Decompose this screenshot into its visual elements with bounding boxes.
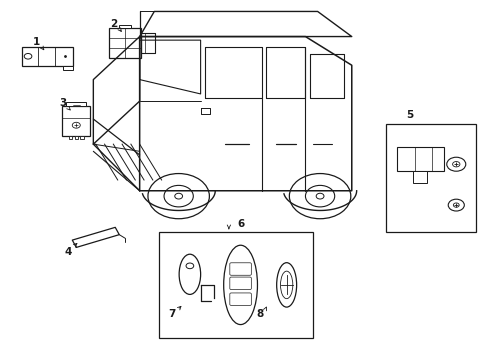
Text: 1: 1: [33, 37, 40, 47]
Text: 8: 8: [256, 310, 263, 319]
Bar: [109, 28, 141, 58]
Ellipse shape: [223, 245, 257, 325]
FancyBboxPatch shape: [229, 293, 251, 305]
Text: 2: 2: [110, 19, 117, 29]
Text: 6: 6: [237, 219, 244, 229]
Ellipse shape: [280, 271, 292, 299]
Bar: [159, 232, 312, 338]
Bar: [63, 66, 73, 70]
Text: 3: 3: [59, 98, 66, 108]
Bar: [22, 47, 73, 66]
Bar: [69, 135, 72, 139]
Text: 5: 5: [405, 111, 412, 121]
Bar: [385, 125, 475, 232]
Bar: [412, 171, 427, 183]
Ellipse shape: [276, 263, 296, 307]
Text: 7: 7: [168, 310, 176, 319]
FancyBboxPatch shape: [229, 277, 251, 289]
Bar: [80, 135, 83, 139]
FancyBboxPatch shape: [229, 263, 251, 275]
Bar: [62, 106, 90, 135]
Bar: [66, 102, 86, 106]
Ellipse shape: [179, 254, 200, 294]
Bar: [119, 25, 131, 28]
Bar: [75, 135, 78, 139]
Text: 4: 4: [64, 247, 72, 257]
Bar: [396, 147, 443, 171]
